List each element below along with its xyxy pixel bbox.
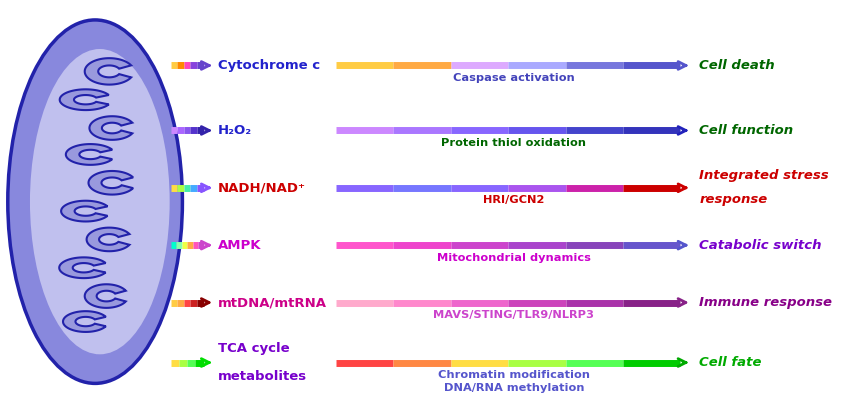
Polygon shape: [88, 171, 133, 194]
Text: Mitochondrial dynamics: Mitochondrial dynamics: [437, 253, 591, 263]
Text: H₂O₂: H₂O₂: [218, 124, 252, 137]
Text: MAVS/STING/TLR9/NLRP3: MAVS/STING/TLR9/NLRP3: [434, 310, 594, 320]
Text: Cytochrome c: Cytochrome c: [218, 59, 320, 72]
Text: Immune response: Immune response: [700, 296, 832, 309]
Polygon shape: [60, 90, 109, 110]
Text: Caspase activation: Caspase activation: [453, 73, 575, 83]
Polygon shape: [63, 311, 106, 332]
Polygon shape: [85, 58, 131, 85]
Text: Cell death: Cell death: [700, 59, 775, 72]
Text: HRI/GCN2: HRI/GCN2: [483, 195, 545, 205]
Text: NADH/NAD⁺: NADH/NAD⁺: [218, 181, 306, 194]
Text: Cell fate: Cell fate: [700, 356, 762, 369]
Polygon shape: [87, 228, 129, 251]
Text: response: response: [700, 194, 768, 207]
Text: Catabolic switch: Catabolic switch: [700, 239, 822, 252]
Text: mtDNA/mtRNA: mtDNA/mtRNA: [218, 296, 326, 309]
Ellipse shape: [30, 49, 170, 354]
Text: AMPK: AMPK: [218, 239, 261, 252]
Text: TCA cycle: TCA cycle: [218, 342, 290, 355]
Polygon shape: [61, 201, 108, 222]
Polygon shape: [65, 144, 112, 165]
Text: Protein thiol oxidation: Protein thiol oxidation: [441, 138, 586, 148]
Text: DNA/RNA methylation: DNA/RNA methylation: [444, 383, 584, 393]
Text: Cell function: Cell function: [700, 124, 793, 137]
Text: Integrated stress: Integrated stress: [700, 169, 829, 182]
Ellipse shape: [8, 20, 183, 384]
Polygon shape: [89, 116, 133, 140]
Text: Chromatin modification: Chromatin modification: [438, 370, 590, 380]
Polygon shape: [85, 284, 126, 308]
Text: metabolites: metabolites: [218, 370, 307, 383]
Polygon shape: [60, 257, 105, 278]
